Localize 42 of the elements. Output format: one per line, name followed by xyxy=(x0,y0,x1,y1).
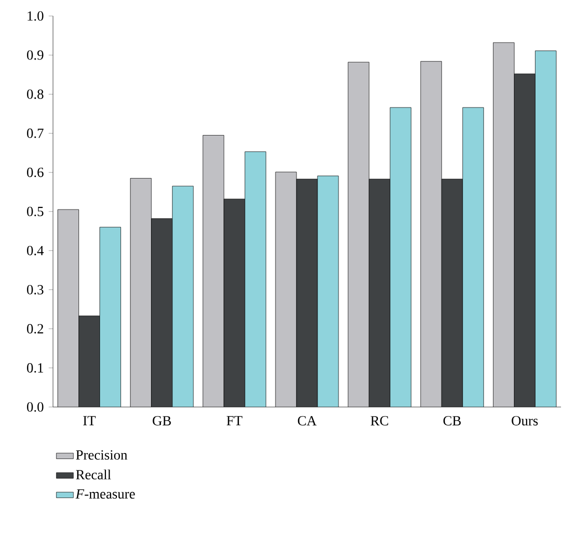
legend-label: F-measure xyxy=(76,489,135,499)
y-tick-label: 0.4 xyxy=(26,246,44,256)
bar xyxy=(493,42,514,407)
y-tick-label: 0.2 xyxy=(26,324,44,334)
bar xyxy=(462,107,484,407)
x-tick-label: CA xyxy=(298,416,317,426)
bar xyxy=(514,74,536,407)
bar xyxy=(100,227,121,407)
x-tick-label: Ours xyxy=(512,416,538,426)
y-tick-label: 0.8 xyxy=(26,89,44,99)
y-tick-label: 0.5 xyxy=(26,206,44,216)
bar xyxy=(224,198,245,407)
bar xyxy=(244,152,266,407)
bar xyxy=(369,179,390,407)
bar xyxy=(78,316,100,407)
bar xyxy=(420,61,442,407)
y-tick-label: 0.0 xyxy=(26,402,44,412)
y-tick-label: 0.6 xyxy=(26,168,44,178)
bar xyxy=(276,172,296,407)
y-tick-label: 0.1 xyxy=(26,363,44,373)
legend-label: Recall xyxy=(76,470,111,480)
x-tick-label: RC xyxy=(370,416,388,426)
x-tick-label: GB xyxy=(152,416,171,426)
bar xyxy=(390,107,412,407)
bar xyxy=(151,218,172,407)
bar xyxy=(172,186,194,407)
y-tick-label: 0.9 xyxy=(26,50,44,60)
x-tick-label: FT xyxy=(226,416,242,426)
y-tick-label: 0.3 xyxy=(26,284,44,294)
y-tick-label: 0.7 xyxy=(26,128,44,138)
bar xyxy=(202,135,224,407)
bar xyxy=(318,176,338,407)
legend-label: Precision xyxy=(76,450,128,460)
x-tick-label: IT xyxy=(83,416,96,426)
bar xyxy=(348,62,370,407)
bar xyxy=(296,179,318,407)
y-tick-label: 1.0 xyxy=(28,11,44,21)
bar xyxy=(130,178,152,407)
bar xyxy=(58,210,79,407)
x-tick-label: CB xyxy=(443,416,461,426)
bar xyxy=(535,50,556,407)
bar xyxy=(442,179,463,407)
